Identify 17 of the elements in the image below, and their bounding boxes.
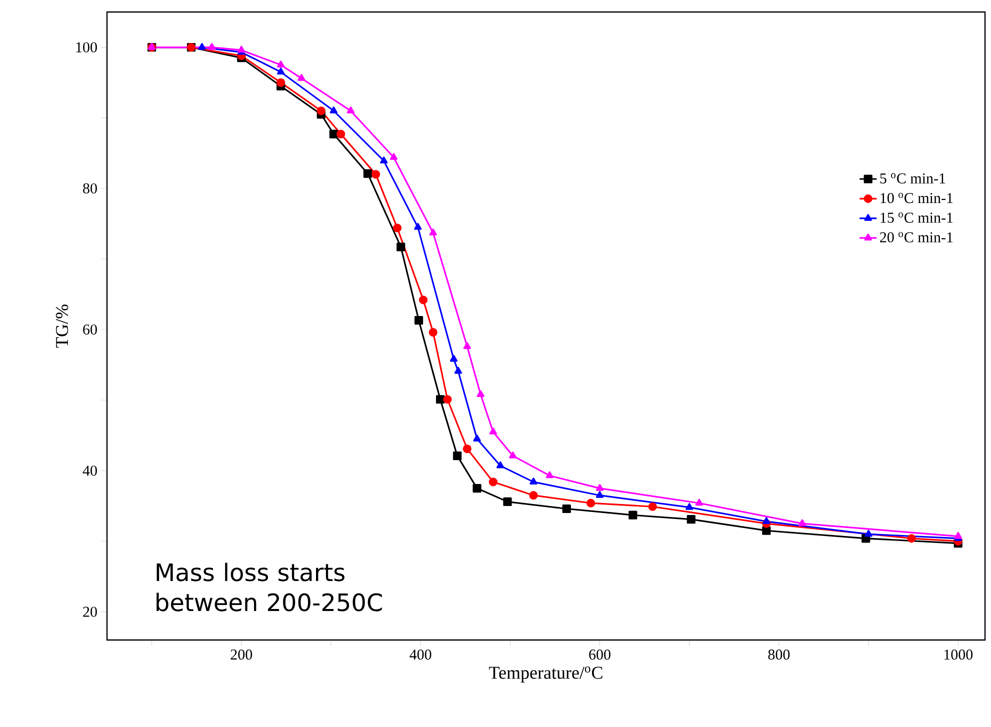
x-axis-title: Temperature/$^{o}$C (489, 666, 602, 682)
y-tick-label: 60 (83, 324, 97, 335)
y-tick-label: 40 (82, 466, 97, 476)
x-tick-label: 200 (230, 650, 252, 660)
y-axis-title: TG/% (56, 304, 68, 348)
x-tick-label: 400 (410, 650, 432, 660)
y-tick-label: 20 (83, 606, 97, 617)
x-tick-label: 1000 (944, 650, 973, 660)
x-tick-label: 600 (589, 650, 610, 660)
y-tick-label: 100 (76, 42, 97, 52)
legend-label: 20 $^{o}$C min-1 (880, 232, 953, 242)
legend-label: 5 $^{o}$C min-1 (880, 173, 946, 184)
x-tick-label: 800 (768, 650, 790, 660)
legend-label: 15 $^{o}$C min-1 (880, 212, 953, 223)
legend-label: 10 $^{o}$C min-1 (880, 192, 953, 204)
y-tick-label: 80 (83, 183, 97, 194)
annotation: Mass loss starts between 200-250C (156, 562, 382, 612)
